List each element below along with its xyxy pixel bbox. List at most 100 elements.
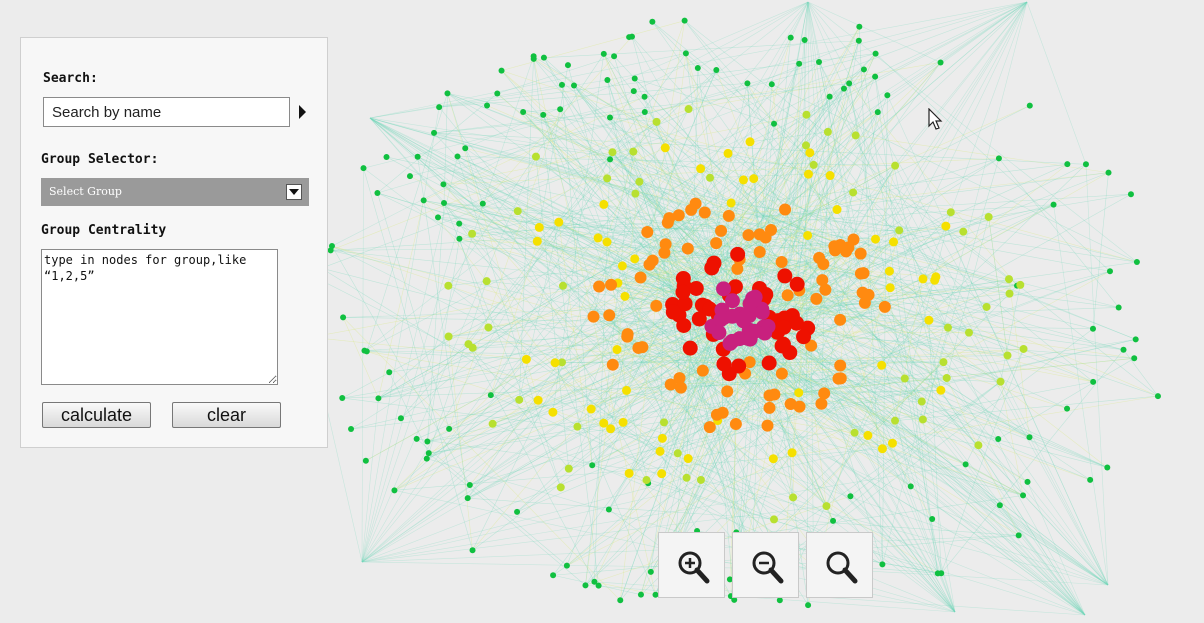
graph-node[interactable] [1127,191,1134,198]
graph-node[interactable] [830,517,837,524]
graph-node[interactable] [1087,476,1094,483]
graph-node[interactable] [599,418,609,428]
graph-node[interactable] [606,358,619,371]
graph-node[interactable] [688,280,704,296]
graph-node[interactable] [1005,289,1014,298]
graph-node[interactable] [936,385,946,395]
graph-node[interactable] [763,401,776,414]
graph-node[interactable] [683,454,693,464]
graph-node[interactable] [818,387,831,400]
graph-node[interactable] [604,76,611,83]
graph-node[interactable] [1120,346,1127,353]
graph-node[interactable] [810,292,823,305]
graph-node[interactable] [768,81,775,88]
graph-node[interactable] [595,582,602,589]
graph-node[interactable] [383,153,390,160]
graph-node[interactable] [603,309,616,322]
graph-node[interactable] [787,448,797,458]
graph-node[interactable] [444,90,451,97]
graph-node[interactable] [673,449,682,458]
graph-node[interactable] [931,272,941,282]
graph-node[interactable] [360,165,367,172]
graph-node[interactable] [600,50,607,57]
graph-node[interactable] [665,304,681,320]
zoom-reset-button[interactable] [806,532,873,598]
graph-node[interactable] [794,388,804,398]
graph-node[interactable] [479,200,486,207]
graph-node[interactable] [374,190,381,197]
graph-node[interactable] [1105,169,1112,176]
graph-node[interactable] [809,160,818,169]
graph-node[interactable] [713,312,729,328]
graph-node[interactable] [657,469,667,479]
graph-node[interactable] [796,60,803,67]
graph-node[interactable] [775,367,788,380]
graph-node[interactable] [340,314,347,321]
graph-node[interactable] [564,62,571,69]
graph-node[interactable] [851,131,860,140]
graph-node[interactable] [1015,532,1022,539]
graph-node[interactable] [591,578,598,585]
graph-node[interactable] [884,92,891,99]
graph-node[interactable] [713,66,720,73]
graph-node[interactable] [674,381,687,394]
graph-node[interactable] [816,274,829,287]
graph-node[interactable] [731,596,738,603]
graph-node[interactable] [731,358,747,374]
graph-node[interactable] [550,358,560,368]
graph-node[interactable] [554,217,564,227]
graph-node[interactable] [753,245,766,258]
graph-node[interactable] [721,385,734,398]
graph-node[interactable] [724,293,740,309]
graph-node[interactable] [446,425,453,432]
graph-node[interactable] [466,482,473,489]
graph-node[interactable] [606,114,613,121]
graph-node[interactable] [862,288,875,301]
graph-node[interactable] [605,506,612,513]
graph-node[interactable] [487,392,494,399]
graph-node[interactable] [635,177,644,186]
graph-node[interactable] [775,256,788,269]
graph-node[interactable] [863,430,873,440]
graph-node[interactable] [660,143,670,153]
graph-node[interactable] [900,374,909,383]
graph-node[interactable] [634,271,647,284]
graph-node[interactable] [941,221,951,231]
graph-node[interactable] [559,281,568,290]
graph-node[interactable] [769,515,778,524]
graph-node[interactable] [907,483,914,490]
graph-node[interactable] [556,483,565,492]
graph-node[interactable] [776,319,792,335]
graph-node[interactable] [406,173,413,180]
graph-node[interactable] [716,356,732,372]
graph-node[interactable] [716,281,732,297]
graph-node[interactable] [1133,259,1140,266]
graph-node[interactable] [937,59,944,66]
graph-node[interactable] [891,416,900,425]
graph-node[interactable] [959,227,968,236]
graph-node[interactable] [771,120,778,127]
graph-node[interactable] [571,82,578,89]
graph-node[interactable] [694,65,701,72]
graph-node[interactable] [557,358,566,367]
graph-node[interactable] [498,67,505,74]
graph-node[interactable] [1016,280,1025,289]
graph-node[interactable] [456,220,463,227]
graph-node[interactable] [761,355,777,371]
graph-node[interactable] [397,415,404,422]
search-input[interactable] [43,97,290,127]
graph-node[interactable] [440,181,447,188]
graph-node[interactable] [631,189,640,198]
graph-node[interactable] [361,347,368,354]
graph-node[interactable] [540,54,547,61]
graph-node[interactable] [879,561,886,568]
graph-node[interactable] [1132,336,1139,343]
graph-node[interactable] [946,208,955,217]
graph-node[interactable] [375,395,382,402]
graph-node[interactable] [801,37,808,44]
graph-node[interactable] [599,199,609,209]
graph-node[interactable] [805,148,815,158]
graph-node[interactable] [877,360,887,370]
graph-node[interactable] [849,188,858,197]
graph-node[interactable] [602,237,612,247]
